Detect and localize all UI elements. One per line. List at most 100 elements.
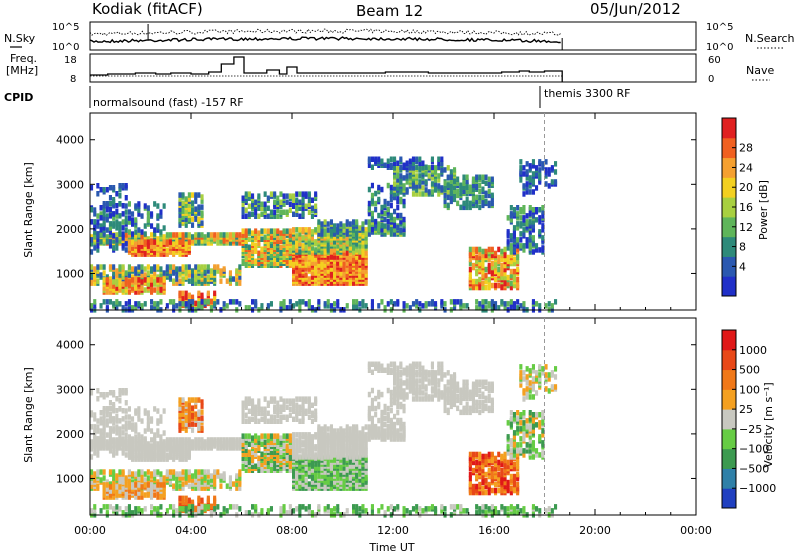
heatmap-cell: [251, 201, 255, 207]
heatmap-cell: [102, 264, 106, 270]
heatmap-cell: [370, 182, 374, 189]
heatmap-cell: [310, 402, 314, 408]
heatmap-cell: [241, 213, 245, 219]
heatmap-cell: [184, 495, 188, 502]
heatmap-cell: [206, 268, 210, 274]
heatmap-cell: [99, 211, 103, 217]
heatmap-cell: [168, 239, 172, 245]
heatmap-cell: [541, 223, 545, 229]
heatmap-cell: [522, 301, 526, 307]
heatmap-cell: [121, 231, 125, 237]
heatmap-cell: [276, 199, 280, 205]
heatmap-cell: [112, 274, 116, 280]
heatmap-cell: [118, 287, 122, 293]
heatmap-cell: [506, 506, 510, 512]
heatmap-cell: [405, 179, 409, 185]
heatmap-cell: [121, 264, 125, 270]
heatmap-cell: [481, 303, 485, 309]
heatmap-cell: [112, 484, 116, 490]
heatmap-cell: [254, 242, 258, 248]
heatmap-cell: [421, 508, 425, 514]
heatmap-cell: [329, 508, 333, 514]
heatmap-cell: [90, 483, 94, 489]
heatmap-cell: [96, 483, 100, 489]
heatmap-cell: [266, 262, 270, 268]
heatmap-cell: [490, 299, 494, 305]
heatmap-cell: [108, 430, 112, 436]
heatmap-cell: [102, 231, 106, 237]
heatmap-cell: [298, 473, 302, 479]
heatmap-cell: [222, 266, 226, 272]
heatmap-cell: [475, 202, 479, 209]
heatmap-cell: [124, 437, 128, 443]
heatmap-cell: [348, 459, 352, 465]
heatmap-cell: [206, 504, 210, 510]
heatmap-cell: [159, 287, 163, 293]
heatmap-cell: [115, 213, 119, 219]
heatmap-cell: [370, 164, 374, 170]
heatmap-cell: [172, 443, 176, 449]
heatmap-cell: [538, 171, 542, 177]
heatmap-cell: [317, 219, 321, 225]
heatmap-cell: [140, 434, 144, 440]
heatmap-cell: [279, 230, 283, 236]
heatmap-cell: [380, 186, 384, 193]
heatmap-cell: [194, 421, 198, 427]
heatmap-cell: [411, 301, 415, 307]
heatmap-cell: [478, 188, 482, 194]
heatmap-cell: [512, 237, 516, 243]
heatmap-cell: [342, 272, 346, 278]
heatmap-cell: [487, 506, 491, 512]
heatmap-cell: [108, 201, 112, 207]
heatmap-cell: [503, 506, 507, 512]
heatmap-cell: [352, 457, 356, 463]
heatmap-cell: [150, 239, 154, 245]
heatmap-cell: [153, 201, 157, 207]
heatmap-cell: [197, 437, 201, 443]
heatmap-cell: [99, 469, 103, 475]
heatmap-cell: [389, 162, 393, 168]
heatmap-cell: [304, 260, 308, 266]
heatmap-cell: [509, 299, 513, 305]
heatmap-cell: [197, 278, 201, 284]
heatmap-cell: [528, 189, 532, 195]
heatmap-cell: [266, 410, 270, 416]
heatmap-cell: [153, 264, 157, 270]
heatmap-cell: [213, 290, 217, 297]
heatmap-cell: [443, 301, 447, 307]
heatmap-cell: [396, 160, 400, 166]
heatmap-cell: [263, 433, 267, 439]
heatmap-cell: [402, 198, 406, 205]
heatmap-cell: [197, 192, 201, 198]
heatmap-cell: [389, 156, 393, 162]
heatmap-cell: [131, 211, 135, 217]
heatmap-cell: [159, 434, 163, 440]
heatmap-cell: [156, 450, 160, 456]
heatmap-cell: [282, 201, 286, 207]
heatmap-cell: [276, 195, 280, 201]
heatmap-cell: [282, 508, 286, 514]
heatmap-cell: [522, 215, 526, 221]
heatmap-cell: [292, 193, 296, 199]
heatmap-cell: [478, 305, 482, 311]
heatmap-cell: [222, 232, 226, 238]
heatmap-cell: [484, 248, 488, 255]
heatmap-cell: [506, 239, 510, 245]
heatmap-cell: [159, 299, 163, 305]
heatmap-cell: [244, 191, 248, 197]
heatmap-cell: [503, 270, 507, 277]
heatmap-cell: [370, 156, 374, 162]
heatmap-cell: [279, 506, 283, 512]
heatmap-cell: [124, 241, 128, 247]
y-tick-label: 1000: [56, 267, 84, 280]
heatmap-cell: [320, 227, 324, 233]
heatmap-cell: [121, 486, 125, 492]
heatmap-cell: [345, 219, 349, 225]
heatmap-cell: [320, 481, 324, 487]
heatmap-cell: [213, 469, 217, 475]
heatmap-cell: [506, 229, 510, 235]
heatmap-cell: [108, 441, 112, 447]
heatmap-cell: [386, 506, 390, 512]
heatmap-cell: [102, 412, 106, 418]
heatmap-cell: [364, 219, 368, 225]
